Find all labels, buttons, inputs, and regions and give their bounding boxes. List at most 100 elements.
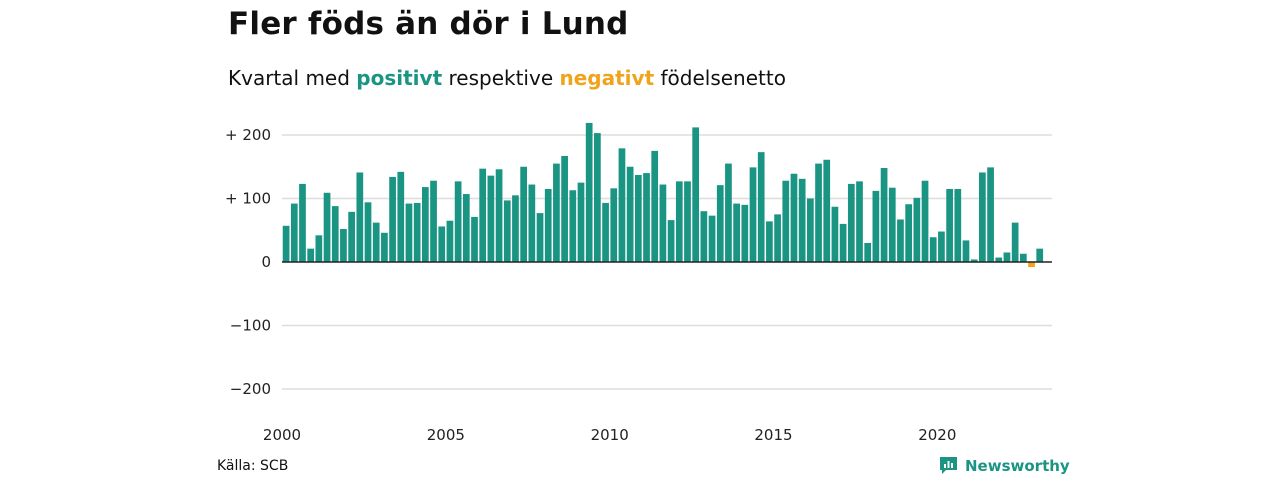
bar [946,188,953,262]
bar [1036,248,1044,262]
bar [602,202,609,262]
bar [1028,262,1035,268]
bar [438,226,446,262]
bar [979,172,986,262]
bar [872,190,880,262]
bar [389,176,396,262]
x-tick-label: 2005 [427,426,465,444]
bar [348,211,355,262]
y-tick-label: + 100 [225,190,271,208]
bar [553,163,560,262]
y-tick-label: −200 [230,380,271,398]
bar [421,187,429,262]
bar [495,169,503,262]
bar [987,167,994,262]
bar [626,166,634,262]
subtitle-negative-label: negativt [559,66,655,90]
bar [1011,222,1019,262]
bar [954,188,962,262]
bar [561,155,568,262]
bar [938,231,945,262]
x-tick-label: 2000 [263,426,301,444]
bar [970,259,978,262]
bar [405,203,413,262]
bar [323,192,331,262]
bar [741,204,749,262]
bar [864,242,872,262]
bar [462,194,470,262]
bar [536,213,544,262]
bar [643,173,650,262]
bar [446,220,454,262]
subtitle-text-1: Kvartal med [228,66,350,90]
bar [397,171,405,262]
source-note: Källa: SCB [217,458,289,474]
bar [749,167,757,262]
bar [962,240,970,262]
bar [692,127,700,262]
bar [790,173,798,262]
bar [1019,253,1027,262]
bar [897,219,904,262]
bar [503,200,511,262]
bar [839,223,847,262]
bar [684,181,691,262]
x-tick-label: 2020 [918,426,956,444]
brand-name: Newsworthy [965,456,1070,475]
bar [364,202,372,262]
bar [782,180,790,262]
bar [1003,252,1011,262]
bar [299,183,306,262]
bar [634,175,642,262]
bar [913,197,921,262]
chart-title: Fler föds än dör i Lund [228,6,629,42]
bar [880,168,888,262]
bar [651,150,659,263]
bar [921,180,929,262]
bar [331,206,339,262]
bar [725,163,732,262]
bar [708,215,716,262]
bar [774,214,781,263]
bar [610,188,618,262]
bar [577,182,585,263]
bar [340,228,347,262]
bar [675,181,683,262]
bar [487,175,495,262]
y-tick-label: + 200 [225,126,271,144]
y-tick-label: −100 [230,317,271,335]
bar [356,172,364,262]
bar [667,220,675,262]
newsworthy-icon [940,457,957,474]
bar [479,168,487,262]
bar [372,222,380,262]
bar [798,178,806,262]
bar [823,159,831,262]
bar [413,202,421,262]
x-tick-label: 2015 [754,426,792,444]
bar [307,248,315,262]
bar [659,184,667,262]
bar [315,235,323,262]
bar [929,237,937,262]
subtitle-positive-label: positivt [356,66,443,90]
bar [430,180,437,262]
bar [290,203,298,262]
bar [806,198,814,262]
y-tick-label: 0 [261,253,271,271]
bar [454,181,462,262]
bar [766,221,773,262]
bar [585,122,593,262]
bar [520,166,528,262]
bar [716,185,724,262]
bar [528,184,536,262]
bar [512,195,519,262]
bar [995,257,1003,262]
bar [815,163,822,262]
bar [381,232,388,262]
chart-subtitle: Kvartal med positivt respektive negativt… [228,66,786,90]
bar [618,148,626,262]
bar [282,225,290,262]
bar [856,181,863,262]
